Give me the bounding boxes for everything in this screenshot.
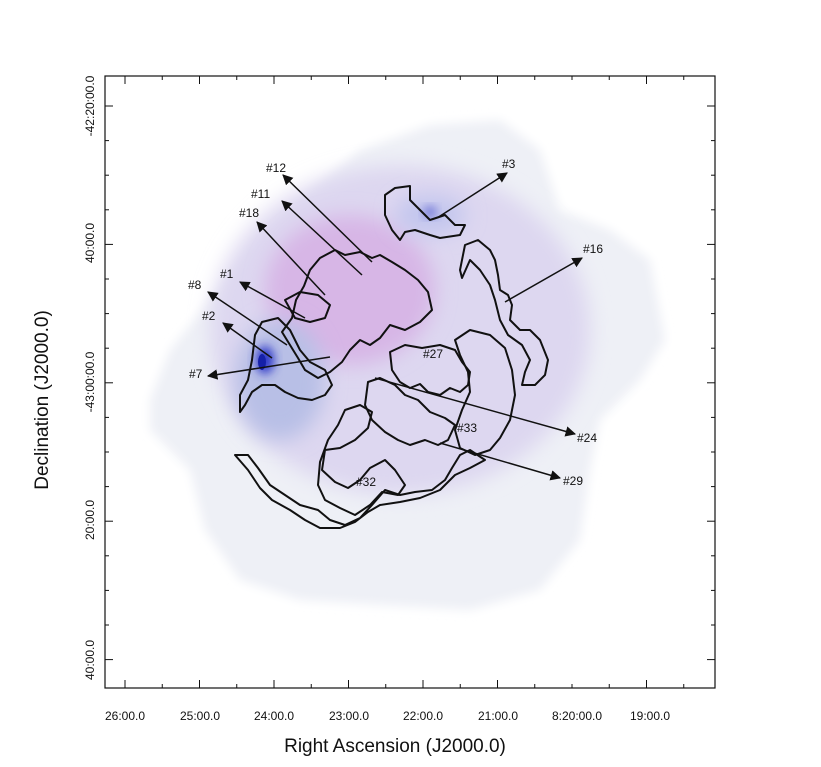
x-tick-labels: 26:00.0 25:00.0 24:00.0 23:00.0 22:00.0 … xyxy=(105,709,670,723)
emission-image xyxy=(150,120,665,610)
contour-west xyxy=(239,317,333,413)
label-16: #16 xyxy=(583,242,603,256)
contour-center-south xyxy=(317,404,406,516)
contour-16 xyxy=(459,239,549,386)
label-8: #8 xyxy=(188,278,202,292)
label-33: #33 xyxy=(457,421,477,435)
y-tick-labels: -42:20:00.0 40:00.0 -43:00:00.0 20:00.0 … xyxy=(83,75,97,680)
y-tick-label: 40:00.0 xyxy=(83,640,97,680)
arrow-3 xyxy=(436,172,508,219)
contour-3 xyxy=(384,185,466,241)
label-32: #32 xyxy=(356,475,376,489)
emission-glow-blue-west xyxy=(235,320,325,440)
y-tick-label: 40:00.0 xyxy=(83,223,97,263)
label-11: #11 xyxy=(251,187,270,201)
arrow-7 xyxy=(206,356,331,380)
arrow-1 xyxy=(239,281,306,319)
contour-main xyxy=(281,249,433,379)
annotation-labels: #3 #12 #11 #18 #16 #1 #8 #2 #7 #27 #33 #… xyxy=(188,157,603,489)
arrow-2 xyxy=(222,322,273,359)
region-contours xyxy=(234,185,549,529)
x-tick-label: 19:00.0 xyxy=(630,709,670,723)
arrow-18 xyxy=(256,221,326,296)
label-27: #27 xyxy=(423,347,443,361)
label-1: #1 xyxy=(220,267,234,281)
arrow-8 xyxy=(207,291,288,346)
x-tick-label: 25:00.0 xyxy=(180,709,220,723)
label-3: #3 xyxy=(502,157,516,171)
knot-north xyxy=(424,207,436,217)
x-tick-label: 26:00.0 xyxy=(105,709,145,723)
arrow-11 xyxy=(281,200,363,276)
contour-east xyxy=(454,329,516,456)
x-axis-title: Right Ascension (J2000.0) xyxy=(284,736,506,757)
y-axis-title: Declination (J2000.0) xyxy=(32,310,53,490)
axis-ticks xyxy=(105,76,715,688)
label-29: #29 xyxy=(563,474,583,488)
y-tick-label: -43:00:00.0 xyxy=(83,351,97,412)
contour-1 xyxy=(284,291,331,323)
x-tick-label: 23:00.0 xyxy=(329,709,369,723)
y-tick-label: -42:20:00.0 xyxy=(83,75,97,136)
contour-33 xyxy=(364,377,456,446)
contour-27 xyxy=(389,344,471,396)
contour-32 xyxy=(234,449,486,529)
arrow-29 xyxy=(439,442,562,481)
arrow-12 xyxy=(282,174,373,263)
x-tick-label: 22:00.0 xyxy=(403,709,443,723)
label-24: #24 xyxy=(577,431,597,445)
emission-glow-pink xyxy=(265,215,435,365)
x-tick-label: 24:00.0 xyxy=(254,709,294,723)
bright-knot-core xyxy=(258,354,266,370)
label-12: #12 xyxy=(266,161,286,175)
x-tick-label: 8:20:00.0 xyxy=(552,709,602,723)
x-tick-label: 21:00.0 xyxy=(478,709,518,723)
arrow-24 xyxy=(374,377,577,437)
label-18: #18 xyxy=(239,206,259,220)
annotation-arrows xyxy=(206,172,583,481)
y-tick-label: 20:00.0 xyxy=(83,500,97,540)
label-2: #2 xyxy=(202,309,216,323)
arrow-16 xyxy=(504,257,583,303)
label-7: #7 xyxy=(189,367,203,381)
